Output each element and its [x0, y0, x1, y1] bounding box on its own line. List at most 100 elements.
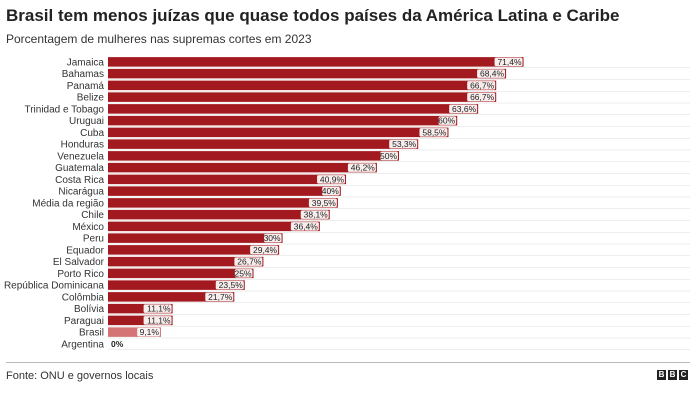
category-label: El Salvador [53, 257, 105, 268]
category-label: Bolívia [74, 304, 104, 315]
value-label: 71,4% [497, 57, 522, 67]
logo-letter: B [657, 370, 666, 380]
bar [108, 303, 173, 314]
category-label: Nicarágua [58, 187, 104, 198]
grid-lines [108, 67, 690, 351]
bar [108, 115, 458, 126]
category-label: México [72, 222, 104, 233]
category-label: Panamá [67, 81, 105, 92]
source-note: Fonte: ONU e governos locais [6, 370, 154, 382]
value-label: 21,7% [208, 292, 233, 302]
value-label-bg [137, 327, 160, 337]
value-label: 66,7% [470, 80, 495, 90]
value-label-bg [389, 139, 418, 149]
value-label-bg [317, 175, 346, 184]
value-label: 40,9% [320, 174, 345, 184]
bar [108, 80, 497, 91]
category-label: Argentina [61, 339, 104, 350]
value-label-bg [205, 292, 234, 302]
bar [108, 57, 524, 67]
bar [108, 92, 497, 102]
value-label-bg [143, 304, 172, 313]
value-label: 39,5% [312, 198, 337, 208]
bar [108, 174, 347, 185]
value-label-bg [308, 198, 337, 208]
bar [108, 280, 245, 290]
value-label: 26,7% [237, 257, 262, 267]
category-label: Peru [83, 234, 104, 245]
value-label-bg [300, 210, 329, 219]
category-label: Chile [81, 210, 104, 221]
category-label: Bahamas [62, 69, 104, 80]
value-label-bg [380, 151, 398, 161]
value-label: 11,1% [147, 304, 171, 314]
category-label: Guatemala [55, 163, 104, 174]
value-label-bg [467, 92, 496, 102]
bbc-logo: B B C [657, 370, 688, 380]
bar [108, 186, 341, 196]
value-label-bg [143, 316, 172, 325]
value-label: 30% [264, 233, 281, 243]
bar [108, 327, 161, 337]
value-label-bg [264, 233, 282, 243]
category-label: Jamaica [67, 57, 105, 68]
value-label-bg [419, 128, 448, 137]
value-label: 0% [111, 339, 124, 349]
value-label: 50% [380, 151, 397, 161]
value-label-bg [467, 81, 496, 90]
value-label-bg [477, 69, 506, 78]
bar [108, 162, 377, 173]
bar [108, 245, 280, 255]
chart-subtitle: Porcentagem de mulheres nas supremas cor… [6, 32, 312, 46]
bar [108, 68, 507, 79]
chart-title: Brasil tem menos juízas que quase todos … [6, 6, 620, 25]
value-label: 23,5% [219, 280, 244, 290]
value-label: 36,4% [294, 221, 319, 231]
value-label-bg [234, 269, 253, 278]
category-label: Costa Rica [55, 175, 104, 186]
bar [108, 198, 338, 208]
value-label: 60% [438, 116, 455, 126]
category-label: Equador [66, 245, 104, 256]
value-label-bg [438, 116, 457, 125]
bar [108, 268, 254, 279]
category-label: Média da região [32, 198, 104, 209]
bar-chart: Jamaica 71,4% Bahamas 68,4% Panamá 66,7% Beliz… [4, 57, 690, 351]
value-label: 38,1% [304, 210, 329, 220]
value-label: 53,3% [392, 139, 417, 149]
bar [108, 221, 320, 232]
category-label: Honduras [61, 140, 104, 151]
bar [108, 209, 330, 220]
bar [108, 315, 173, 326]
logo-letter: C [679, 370, 688, 380]
value-label-bg [250, 245, 279, 255]
category-label: República Dominicana [4, 281, 104, 292]
value-label-bg [494, 57, 523, 67]
value-label: 40% [322, 186, 339, 196]
value-label: 63,6% [452, 104, 477, 114]
bars: Jamaica 71,4% Bahamas 68,4% Panamá 66,7% Beliz… [4, 57, 524, 350]
category-label: Brasil [79, 328, 104, 339]
category-label: Venezuela [57, 151, 104, 162]
category-label: Cuba [80, 128, 104, 139]
value-label-bg [449, 104, 478, 114]
category-label: Paraguai [64, 316, 104, 327]
category-label: Colômbia [62, 292, 105, 303]
category-label: Belize [77, 93, 105, 104]
value-label: 9,1% [140, 327, 160, 337]
category-label: Uruguai [69, 116, 104, 127]
footer-divider [6, 362, 690, 363]
value-label-bg [290, 222, 319, 231]
bar [108, 292, 235, 302]
bar [108, 139, 419, 149]
bar [108, 151, 399, 161]
value-label: 68,4% [480, 69, 505, 79]
value-label-bg [215, 280, 244, 290]
value-label: 46,2% [351, 163, 376, 173]
category-label: Porto Rico [57, 269, 104, 280]
value-label: 66,7% [470, 92, 495, 102]
logo-letter: B [668, 370, 677, 380]
value-label: 29,4% [253, 245, 278, 255]
value-label-bg [234, 257, 263, 266]
value-label: 58,5% [422, 127, 447, 137]
